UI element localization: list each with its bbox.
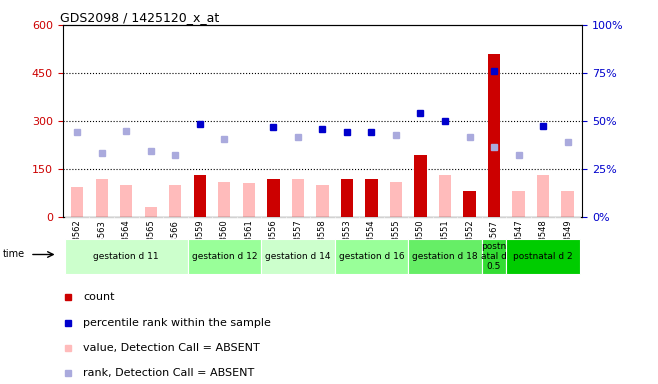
Bar [463, 191, 476, 217]
Bar [120, 185, 132, 217]
Text: gestation d 16: gestation d 16 [339, 252, 404, 261]
Bar [243, 184, 255, 217]
FancyBboxPatch shape [335, 217, 359, 218]
FancyBboxPatch shape [555, 217, 580, 218]
FancyBboxPatch shape [212, 217, 237, 218]
Bar [316, 185, 328, 217]
Bar [341, 179, 353, 217]
Bar [145, 207, 157, 217]
Bar [193, 175, 206, 217]
Text: count: count [84, 292, 114, 303]
FancyBboxPatch shape [408, 217, 433, 218]
FancyBboxPatch shape [506, 217, 531, 218]
Text: postn
atal d
0.5: postn atal d 0.5 [481, 242, 507, 270]
Bar [415, 155, 426, 217]
Text: value, Detection Call = ABSENT: value, Detection Call = ABSENT [84, 343, 260, 353]
FancyBboxPatch shape [65, 239, 188, 274]
FancyBboxPatch shape [237, 217, 261, 218]
FancyBboxPatch shape [457, 217, 482, 218]
FancyBboxPatch shape [188, 239, 261, 274]
Bar [218, 182, 230, 217]
Bar [513, 191, 524, 217]
FancyBboxPatch shape [359, 217, 384, 218]
FancyBboxPatch shape [531, 217, 555, 218]
FancyBboxPatch shape [482, 217, 506, 218]
FancyBboxPatch shape [408, 239, 482, 274]
Bar [537, 175, 549, 217]
FancyBboxPatch shape [114, 217, 139, 218]
Text: percentile rank within the sample: percentile rank within the sample [84, 318, 271, 328]
Bar [439, 175, 451, 217]
FancyBboxPatch shape [384, 217, 408, 218]
FancyBboxPatch shape [89, 217, 114, 218]
FancyBboxPatch shape [482, 239, 506, 274]
FancyBboxPatch shape [261, 239, 335, 274]
FancyBboxPatch shape [433, 217, 457, 218]
FancyBboxPatch shape [261, 217, 286, 218]
Bar [488, 54, 500, 217]
Text: gestation d 12: gestation d 12 [191, 252, 257, 261]
Bar [267, 179, 280, 217]
FancyBboxPatch shape [163, 217, 188, 218]
Text: postnatal d 2: postnatal d 2 [513, 252, 573, 261]
Text: GDS2098 / 1425120_x_at: GDS2098 / 1425120_x_at [60, 11, 219, 24]
FancyBboxPatch shape [286, 217, 310, 218]
Bar [365, 179, 378, 217]
Bar [71, 187, 84, 217]
Bar [291, 179, 304, 217]
Bar [95, 179, 108, 217]
FancyBboxPatch shape [139, 217, 163, 218]
Bar [169, 185, 182, 217]
FancyBboxPatch shape [506, 239, 580, 274]
FancyBboxPatch shape [310, 217, 335, 218]
Text: gestation d 18: gestation d 18 [412, 252, 478, 261]
FancyBboxPatch shape [65, 217, 89, 218]
Text: gestation d 11: gestation d 11 [93, 252, 159, 261]
FancyBboxPatch shape [188, 217, 212, 218]
Bar [390, 182, 402, 217]
Text: gestation d 14: gestation d 14 [265, 252, 331, 261]
Text: rank, Detection Call = ABSENT: rank, Detection Call = ABSENT [84, 368, 255, 379]
FancyBboxPatch shape [335, 239, 408, 274]
Text: time: time [3, 250, 25, 260]
Bar [561, 191, 574, 217]
